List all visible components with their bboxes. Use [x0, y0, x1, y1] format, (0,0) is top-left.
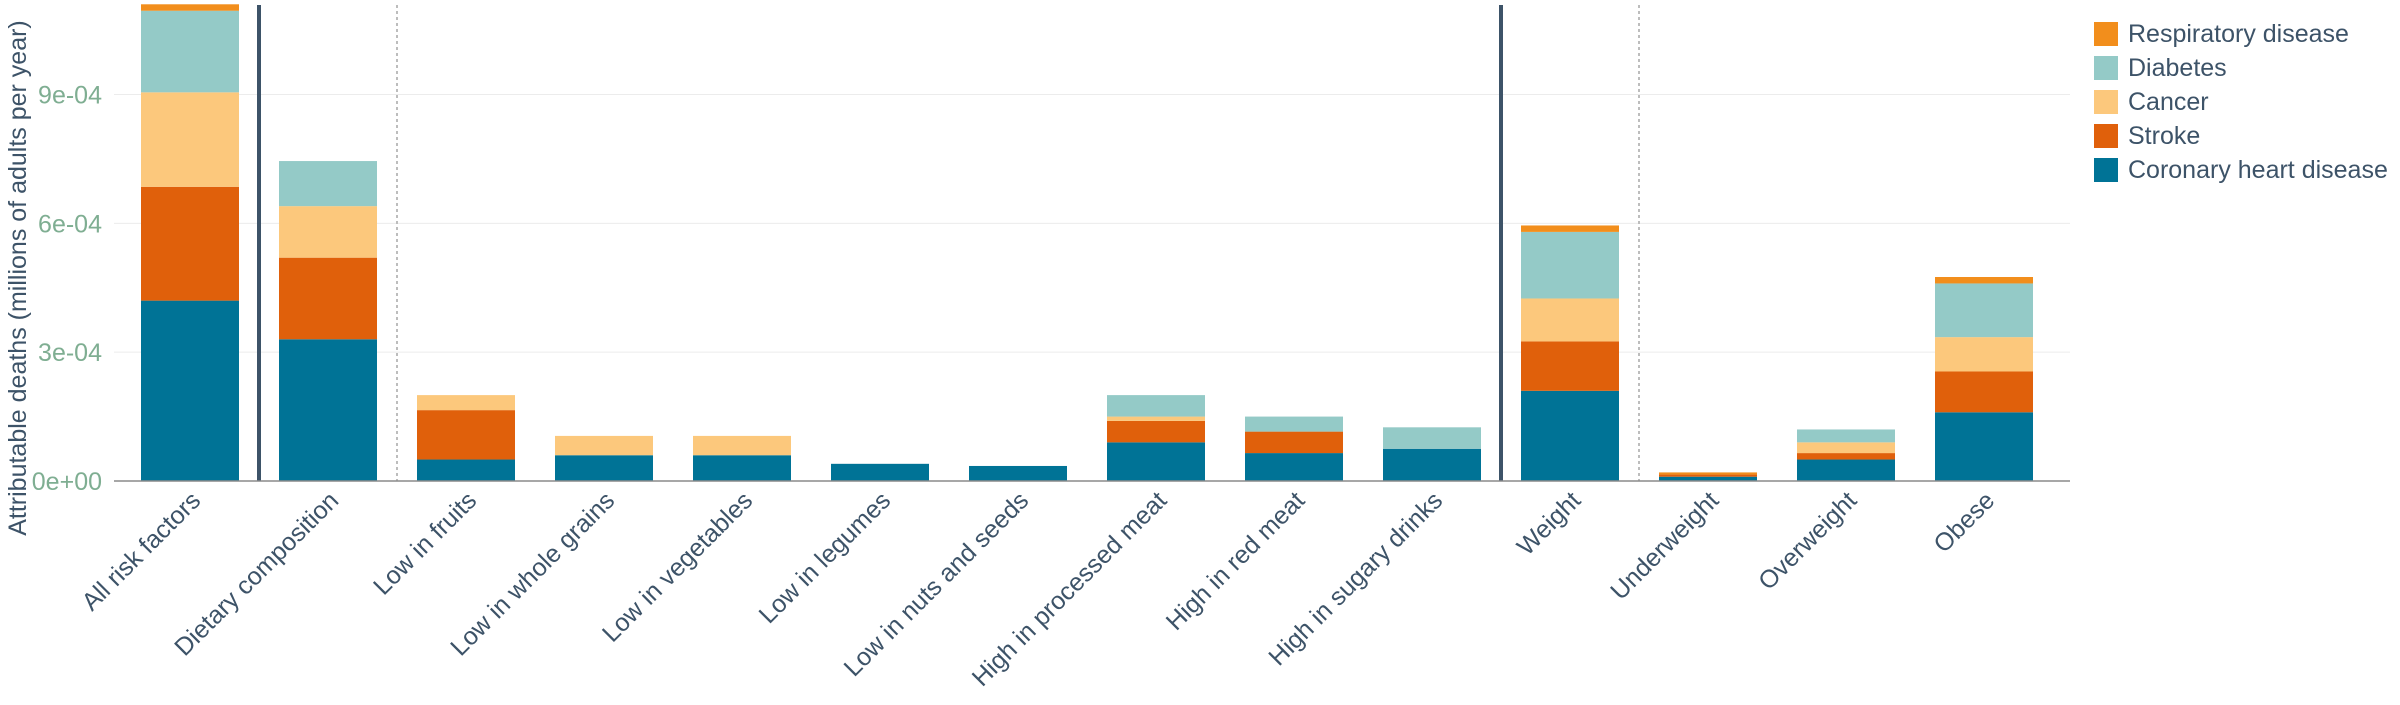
- bar-segment: [1107, 395, 1205, 417]
- gridlines: [114, 93, 2070, 353]
- bars: [141, 4, 2033, 481]
- legend-label: Diabetes: [2128, 54, 2227, 82]
- y-tick-label: 3e-04: [38, 339, 102, 367]
- bar-segment: [1521, 231, 1619, 299]
- bar-segment: [141, 186, 239, 301]
- y-tick-label: 9e-04: [38, 81, 102, 109]
- legend: Respiratory disease Diabetes Cancer Stroke C…: [2094, 20, 2388, 184]
- bar-segment: [417, 459, 515, 481]
- legend-swatch: [2094, 158, 2118, 182]
- bar-segment: [693, 455, 791, 481]
- bar-segment: [1107, 442, 1205, 481]
- bar-segment: [279, 206, 377, 258]
- bar-segment: [1521, 341, 1619, 391]
- y-tick-label: 0e+00: [32, 468, 102, 496]
- legend-swatch: [2094, 124, 2118, 148]
- y-axis-title: Attributable deaths (millions of adults …: [4, 20, 32, 536]
- bar-segment: [1521, 225, 1619, 232]
- x-category-label: All risk factors: [76, 486, 206, 616]
- bar-segment: [279, 257, 377, 340]
- bar-segment: [1245, 416, 1343, 432]
- bar-segment: [1797, 442, 1895, 454]
- bar-segment: [1107, 420, 1205, 443]
- x-category-label: Low in vegetables: [597, 486, 758, 647]
- bar-segment: [1659, 472, 1757, 475]
- bar-segment: [141, 10, 239, 93]
- bar-segment: [831, 463, 929, 481]
- bar-segment: [1935, 283, 2033, 338]
- x-category-label: Underweight: [1605, 486, 1724, 605]
- x-category-label: Overweight: [1753, 486, 1862, 595]
- legend-label: Coronary heart disease: [2128, 156, 2388, 184]
- bar-segment: [1383, 448, 1481, 481]
- bar-segment: [555, 435, 653, 456]
- bar-segment: [279, 161, 377, 207]
- bar-segment: [1245, 453, 1343, 481]
- bar-segment: [1797, 453, 1895, 460]
- bar-segment: [693, 435, 791, 456]
- bar-segment: [555, 455, 653, 481]
- bar-segment: [1383, 427, 1481, 449]
- bar-segment: [1797, 429, 1895, 443]
- bar-segment: [417, 410, 515, 460]
- legend-swatch: [2094, 90, 2118, 114]
- bar-segment: [1935, 371, 2033, 413]
- x-category-label: Weight: [1512, 486, 1587, 561]
- bar-segment: [279, 339, 377, 481]
- bar-segment: [417, 395, 515, 411]
- bar-segment: [969, 465, 1067, 481]
- x-category-label: Low in fruits: [368, 486, 482, 600]
- legend-swatch: [2094, 56, 2118, 80]
- x-category-label: Obese: [1928, 486, 2000, 558]
- bar-segment: [1935, 412, 2033, 481]
- y-tick-labels: 0e+00 3e-04 6e-04 9e-04: [32, 81, 102, 496]
- bar-segment: [141, 300, 239, 481]
- bar-segment: [141, 4, 239, 11]
- bar-segment: [1245, 431, 1343, 454]
- bar-segment: [141, 92, 239, 187]
- bar-segment: [1107, 416, 1205, 421]
- bar-segment: [1659, 474, 1757, 477]
- x-category-label: High in red meat: [1161, 486, 1311, 636]
- legend-swatch: [2094, 22, 2118, 46]
- x-category-label: Low in legumes: [754, 486, 897, 629]
- bar-segment: [1797, 459, 1895, 481]
- bar-segment: [1521, 390, 1619, 481]
- legend-label: Respiratory disease: [2128, 20, 2349, 48]
- bar-segment: [1935, 277, 2033, 284]
- y-tick-label: 6e-04: [38, 210, 102, 238]
- bar-segment: [1659, 476, 1757, 481]
- bar-segment: [1521, 298, 1619, 342]
- legend-label: Stroke: [2128, 122, 2200, 150]
- legend-label: Cancer: [2128, 88, 2209, 116]
- group-separators: [257, 5, 1640, 481]
- bar-segment: [1935, 337, 2033, 372]
